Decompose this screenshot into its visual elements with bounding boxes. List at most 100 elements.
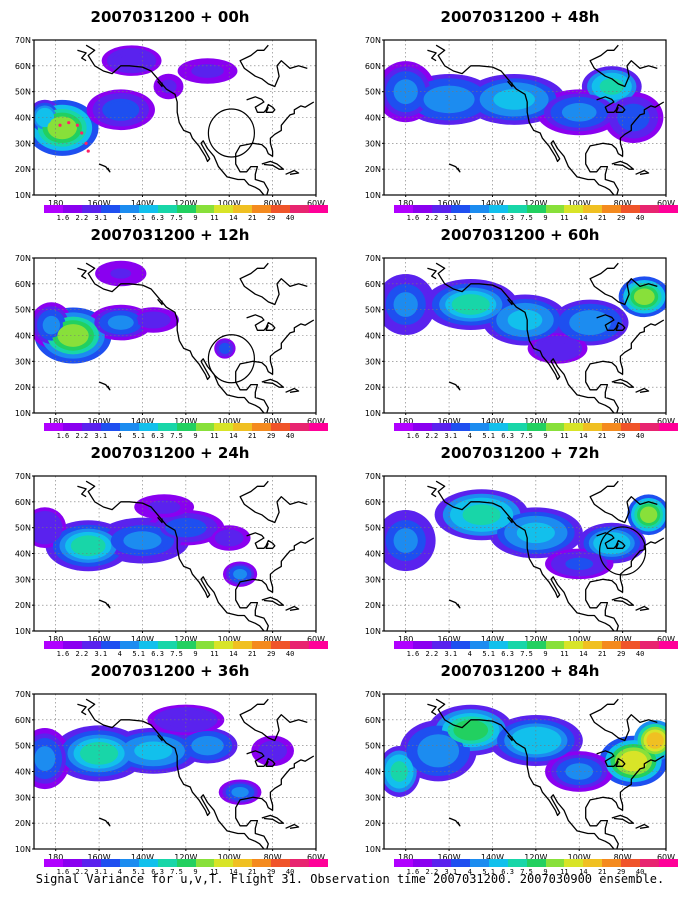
observation-region-circle (207, 334, 255, 384)
variance-contour (231, 787, 249, 798)
coastline (507, 516, 513, 524)
longitude-label: 100W (218, 853, 241, 862)
colorbar-swatch (309, 423, 329, 431)
dropsonde-point (80, 131, 84, 135)
coastline (611, 378, 635, 388)
variance-contour (195, 738, 220, 753)
colorbar-label: 29 (266, 868, 276, 876)
coastline (285, 823, 300, 829)
variance-contour (633, 288, 655, 306)
coastline (285, 605, 300, 611)
longitude-label: 160W (87, 853, 110, 862)
colorbar-swatch (412, 423, 432, 431)
coastline (596, 750, 626, 767)
colorbar-label: 3.1 (94, 214, 108, 222)
colorbar-swatch (81, 423, 101, 431)
variance-contour (493, 89, 535, 110)
longitude-label: 80W (264, 635, 282, 644)
longitude-label: 80W (614, 417, 632, 426)
flight-track (58, 121, 90, 153)
colorbar-label: 7.5 (170, 868, 183, 876)
variance-contour (422, 738, 454, 764)
colorbar: 1.6 2.2 3.1 4 5.1 6.3 7.5 9 11 14 21 29 40 (40, 423, 332, 445)
colorbar-swatch (602, 423, 622, 431)
colorbar-swatch (214, 423, 234, 431)
colorbar-swatch (195, 641, 215, 649)
longitude-label: 60W (657, 199, 675, 208)
coastline (585, 755, 665, 849)
longitude-label: 180 (398, 853, 413, 862)
colorbar-swatch (583, 859, 603, 867)
latitude-label: 20N (365, 819, 381, 828)
latitude-label: 70N (365, 36, 381, 45)
coastline (261, 160, 285, 170)
colorbar-label: 40 (285, 650, 295, 658)
coastline (261, 378, 285, 388)
latitude-label: 20N (365, 601, 381, 610)
variance-map: 70N 60N 50N 40N 30N 20N 10N 180 160W 140W 120W 100W… (15, 36, 325, 208)
coastline (246, 532, 276, 549)
colorbar-swatch (271, 859, 291, 867)
coastline (507, 80, 513, 88)
coastline (85, 44, 265, 195)
coastline (285, 387, 300, 393)
colorbar-swatch (157, 641, 177, 649)
variance-contour (220, 532, 238, 544)
dropsonde-point (67, 121, 71, 125)
colorbar-swatch (394, 859, 413, 867)
variance-map: 70N 60N 50N 40N 30N 20N 10N 180 160W 140W 120W 100W… (15, 690, 325, 862)
colorbar-swatch (640, 641, 660, 649)
colorbar-label: 6.3 (151, 432, 164, 440)
colorbar-label: 7.5 (170, 214, 183, 222)
colorbar-swatch (507, 641, 527, 649)
latitude-label: 30N (15, 139, 31, 148)
colorbar-label: 14 (229, 650, 238, 658)
colorbar-swatch (545, 205, 565, 213)
panel-title: 2007031200 + 84h (440, 662, 600, 680)
variance-contour (393, 79, 418, 105)
observation-region-circle (599, 526, 647, 576)
colorbar-swatch (233, 205, 253, 213)
colorbar-swatch (412, 641, 432, 649)
longitude-label: 180 (48, 199, 63, 208)
latitude-label: 60N (365, 498, 381, 507)
colorbar: 1.6 2.2 3.1 4 5.1 6.3 7.5 9 11 14 21 29 40 (40, 641, 332, 663)
colorbar-strip (394, 859, 679, 867)
panel-title: 2007031200 + 12h (90, 226, 250, 244)
panel-title: 2007031200 + 36h (90, 662, 250, 680)
latitude-label: 60N (15, 716, 31, 725)
colorbar-swatch (81, 859, 101, 867)
variance-contour (134, 741, 173, 761)
coastline (596, 532, 626, 549)
colorbar-swatch (290, 641, 310, 649)
map-panel: 2007031200 + 48h 70N 60N 50N 40N 30N 20N 10N 180… (350, 8, 690, 230)
colorbar-label: 3.1 (444, 214, 458, 222)
variance-field (34, 704, 294, 805)
colorbar-label: 2.2 (75, 650, 89, 658)
latitude-label: 40N (365, 114, 381, 123)
coastline (157, 298, 163, 306)
colorbar-swatch (469, 423, 489, 431)
coastline (448, 817, 461, 827)
variance-contour (597, 534, 626, 552)
coastline (77, 485, 87, 498)
colorbar-swatch (81, 641, 101, 649)
colorbar-swatch (640, 205, 660, 213)
latitude-label: 60N (15, 280, 31, 289)
coastline (611, 596, 635, 606)
longitude-label: 140W (481, 635, 504, 644)
colorbar-label: 6.3 (501, 868, 514, 876)
coastline (85, 698, 265, 849)
longitude-label: 80W (264, 199, 282, 208)
colorbar-swatch (602, 205, 622, 213)
colorbar-strip (44, 205, 329, 213)
panel-title: 2007031200 + 24h (90, 444, 250, 462)
colorbar-swatch (583, 423, 603, 431)
variance-contour (599, 78, 624, 95)
colorbar-swatch (583, 205, 603, 213)
coastline (77, 267, 87, 280)
colorbar-swatch (526, 859, 546, 867)
coastlines (427, 262, 665, 413)
coastline (507, 298, 513, 306)
coastline (246, 314, 276, 331)
